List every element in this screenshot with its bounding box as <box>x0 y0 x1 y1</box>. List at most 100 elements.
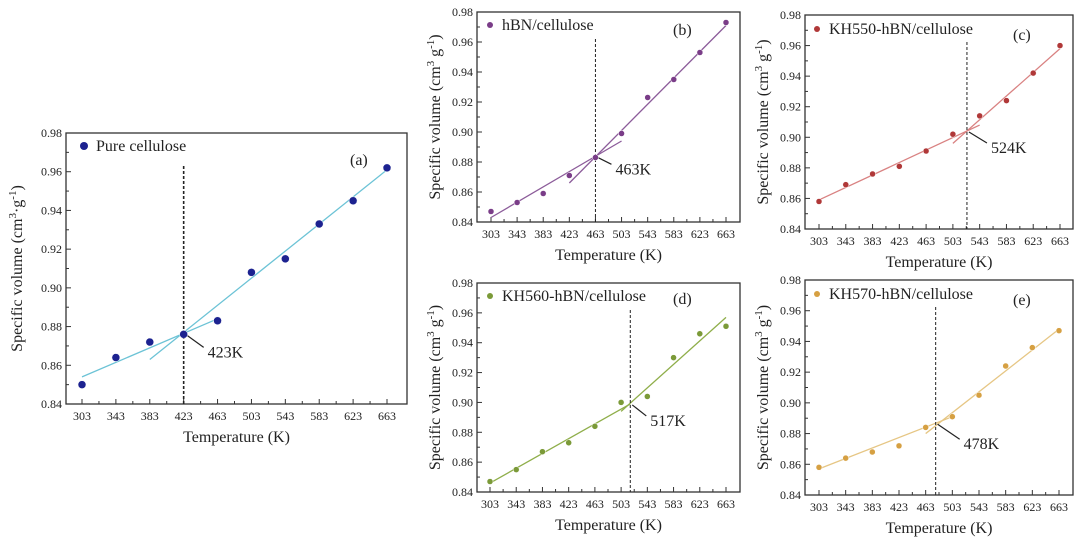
panel-label: (d) <box>673 291 692 308</box>
x-tick-label: 303 <box>810 500 828 514</box>
y-axis-title-part: -1 <box>425 310 437 319</box>
x-tick-label: 663 <box>1050 500 1068 514</box>
legend-label: KH570-hBN/cellulose <box>829 286 973 303</box>
data-point <box>842 454 849 462</box>
x-tick-label: 543 <box>276 409 294 423</box>
x-tick-label: 623 <box>344 409 362 423</box>
data-point <box>670 76 678 83</box>
x-tick-label: 503 <box>944 234 962 248</box>
y-axis-title: Specific volume (cm3 g-1) <box>753 39 772 204</box>
y-tick-label: 0.90 <box>41 281 62 295</box>
y-tick-label: 0.96 <box>780 39 801 53</box>
x-tick-label: 543 <box>639 227 657 241</box>
data-point <box>670 354 677 361</box>
y-tick-label: 0.98 <box>452 5 473 19</box>
plot-frame <box>65 132 408 405</box>
x-tick-label: 303 <box>810 234 828 248</box>
y-axis-title-part: -1 <box>425 40 437 49</box>
y-axis-title-part: g <box>755 54 772 66</box>
x-tick-label: 663 <box>717 497 735 511</box>
data-point <box>591 423 599 430</box>
subplot-c: 0.84 0.86 0.88 0.90 0.92 0.94 0.96 0.98 303 343 38… <box>753 8 1074 271</box>
y-tick-label: 0.88 <box>41 320 62 334</box>
x-tick-label: 623 <box>691 227 709 241</box>
data-point <box>539 190 547 197</box>
x-tick-label: 463 <box>917 500 935 514</box>
data-point <box>617 399 625 406</box>
data-point <box>539 448 546 455</box>
data-point <box>696 49 704 56</box>
x-axis-title: Temperature (K) <box>886 520 993 537</box>
y-tick-label: 0.86 <box>452 185 473 199</box>
y-axis-title-part: -1 <box>753 310 765 319</box>
y-tick-label: 0.96 <box>780 304 801 318</box>
x-tick-label: 383 <box>141 409 159 423</box>
x-tick-label: 423 <box>890 234 908 248</box>
x-axis-title: Temperature (K) <box>886 254 993 271</box>
data-point <box>213 316 222 326</box>
y-tick-label: 0.86 <box>780 191 801 205</box>
y-axis-title-part: g <box>427 49 444 61</box>
legend-label: hBN/cellulose <box>502 17 594 34</box>
y-tick-label: 0.86 <box>452 455 473 469</box>
data-point <box>1029 344 1036 351</box>
legend-marker <box>814 26 820 32</box>
x-tick-label: 663 <box>1051 234 1069 248</box>
fit-line <box>81 318 218 378</box>
y-tick-label: 0.90 <box>780 396 801 410</box>
y-axis-title-part: 3 <box>753 65 765 71</box>
x-tick-label: 543 <box>638 497 656 511</box>
y-tick-label: 0.86 <box>41 358 62 372</box>
x-tick-label: 383 <box>864 234 882 248</box>
data-point <box>382 163 392 173</box>
data-point <box>1002 362 1009 370</box>
data-point <box>179 330 188 339</box>
data-point <box>895 442 903 450</box>
y-axis-title-part: Specific volume (cm <box>9 218 26 352</box>
x-tick-label: 503 <box>612 497 630 511</box>
x-tick-label: 623 <box>1023 500 1041 514</box>
data-point <box>722 19 730 26</box>
y-axis-title-part: ) <box>755 39 772 44</box>
y-tick-label: 0.92 <box>780 365 801 379</box>
y-axis-title-part: 3 <box>753 331 765 337</box>
fit-line <box>925 328 1060 435</box>
data-point <box>314 219 324 229</box>
data-point <box>592 154 599 161</box>
tg-label: 423K <box>208 344 244 361</box>
data-point <box>513 199 521 206</box>
x-tick-label: 463 <box>917 234 935 248</box>
x-tick-label: 303 <box>73 409 91 423</box>
data-point <box>1029 69 1037 77</box>
y-axis-title-part: -1 <box>7 191 19 200</box>
x-tick-label: 423 <box>560 497 578 511</box>
data-point <box>281 254 290 264</box>
x-tick-label: 343 <box>107 409 125 423</box>
y-axis-title-part: g <box>427 319 444 331</box>
data-point <box>842 181 850 188</box>
panel-label: (c) <box>1013 27 1031 44</box>
plot-frame <box>804 279 1074 496</box>
y-axis-title-part: 3 <box>7 213 19 219</box>
y-tick-label: 0.88 <box>452 425 473 439</box>
data-point <box>1055 327 1063 334</box>
data-point <box>815 198 823 205</box>
y-axis-title-part: Specific volume (cm <box>427 336 444 470</box>
y-tick-label: 0.94 <box>452 336 473 350</box>
legend-label: KH550-hBN/cellulose <box>829 21 973 38</box>
y-tick-label: 0.84 <box>452 215 473 229</box>
y-tick-label: 0.88 <box>780 161 801 175</box>
x-tick-label: 583 <box>997 234 1015 248</box>
y-tick-label: 0.96 <box>452 306 473 320</box>
data-point <box>722 323 730 330</box>
annotation-arrow <box>597 156 612 165</box>
subplot-a: 0.84 0.86 0.88 0.90 0.92 0.94 0.96 0.98 303 343 38… <box>7 126 408 446</box>
y-tick-label: 0.88 <box>780 427 801 441</box>
y-tick-label: 0.92 <box>452 95 473 109</box>
data-point <box>975 391 983 399</box>
data-point <box>922 147 930 155</box>
data-point <box>348 196 358 205</box>
y-tick-label: 0.94 <box>780 69 801 83</box>
x-tick-label: 423 <box>175 409 193 423</box>
